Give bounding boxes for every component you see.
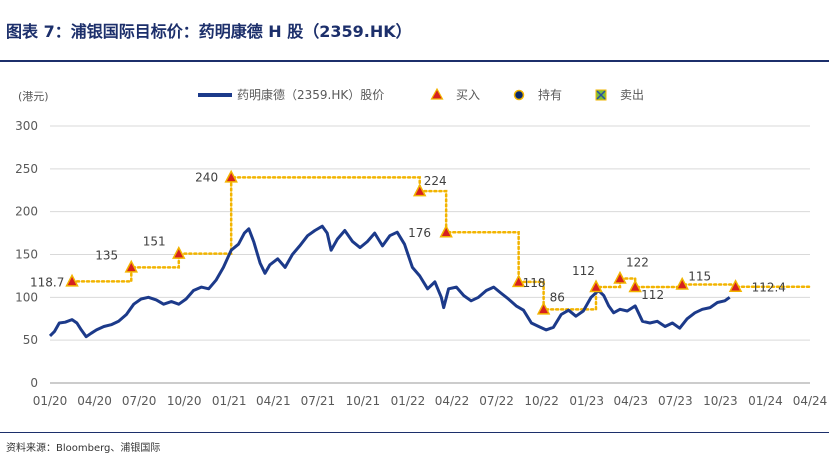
legend-hold-circle-icon	[513, 89, 525, 101]
x-tick-label: 07/23	[658, 394, 693, 408]
grid-layer	[50, 125, 810, 384]
rating-marker-layer: 118.7 135 151 240 224 176 118 86 112 122 112 115 112…	[30, 169, 786, 315]
buy-marker	[124, 259, 139, 273]
x-tick-label: 07/20	[122, 394, 157, 408]
target-price-label: 86	[550, 290, 565, 304]
target-price-label: 176	[408, 226, 431, 240]
buy-marker	[65, 273, 79, 287]
y-tick-label: 200	[15, 205, 38, 219]
x-tick-label: 04/24	[793, 394, 828, 408]
target-price-label: 240	[195, 170, 218, 184]
target-price-label: 115	[688, 269, 711, 283]
buy-marker	[589, 279, 603, 293]
x-tick-label: 01/22	[391, 394, 426, 408]
buy-marker	[728, 279, 743, 292]
price-layer	[48, 224, 731, 339]
x-tick-label: 04/23	[613, 394, 648, 408]
x-tick-label: 10/22	[524, 394, 559, 408]
legend-label-hold: 持有	[538, 87, 562, 102]
source-note: 资料来源：Bloomberg、浦银国际	[6, 443, 161, 454]
legend-sell-x-icon	[596, 90, 606, 100]
figure-title: 图表 7：浦银国际目标价：药明康德 H 股（2359.HK）	[6, 22, 412, 41]
title-divider	[0, 60, 829, 62]
footer-divider	[0, 432, 829, 433]
target-price-label: 122	[626, 255, 649, 269]
price-line	[48, 224, 731, 339]
x-tick-label: 01/23	[569, 394, 604, 408]
target-price-label: 112	[641, 288, 664, 302]
x-tick-label: 01/21	[212, 394, 247, 408]
buy-marker	[172, 246, 186, 259]
x-tick-label: 04/20	[77, 394, 112, 408]
y-tick-label: 100	[15, 290, 38, 304]
x-tick-label: 04/22	[435, 394, 470, 408]
axes-layer: 0 50 100 150 200 250 300 01/20 04/20 07/20 10/20 01…	[15, 119, 827, 408]
target-price-label: 112	[572, 264, 595, 278]
buy-marker	[412, 183, 427, 197]
buy-marker	[536, 301, 551, 315]
x-tick-label: 01/20	[33, 394, 68, 408]
target-price-label: 112.4	[752, 281, 786, 295]
x-tick-label: 07/21	[301, 394, 336, 408]
y-tick-label: 250	[15, 162, 38, 176]
target-price-label: 224	[424, 174, 447, 188]
y-tick-label: 50	[23, 333, 38, 347]
y-tick-label: 0	[30, 376, 38, 390]
buy-marker	[613, 270, 627, 284]
y-tick-label: 300	[15, 119, 38, 133]
buy-marker	[439, 224, 453, 238]
buy-marker	[224, 169, 238, 183]
legend-label-sell: 卖出	[620, 88, 644, 102]
target-price-label: 151	[143, 235, 166, 249]
target-price-label: 118.7	[30, 275, 64, 289]
target-price-label: 135	[95, 248, 118, 262]
target-price-label: 118	[523, 276, 546, 290]
legend-label-price: 药明康德（2359.HK）股价	[237, 87, 384, 102]
x-tick-label: 10/21	[346, 394, 381, 408]
x-tick-label: 07/22	[479, 394, 514, 408]
x-tick-label: 10/23	[703, 394, 738, 408]
legend: 药明康德（2359.HK）股价 买入 持有 卖出	[198, 87, 644, 102]
buy-marker	[675, 276, 689, 290]
target-price-line	[70, 176, 812, 311]
legend-label-buy: 买入	[456, 88, 480, 102]
price-target-chart: 0 50 100 150 200 250 300 01/20 04/20 07/20 10/20 01…	[15, 87, 827, 408]
x-tick-label: 01/24	[748, 394, 783, 408]
legend-buy-triangle-icon	[430, 87, 444, 100]
y-tick-label: 150	[15, 248, 38, 262]
target-price-layer	[70, 176, 812, 311]
y-axis-label: (港元)	[18, 90, 49, 103]
buy-marker	[511, 274, 526, 288]
x-tick-label: 04/21	[256, 394, 291, 408]
x-tick-label: 10/20	[167, 394, 202, 408]
buy-marker	[628, 279, 642, 293]
